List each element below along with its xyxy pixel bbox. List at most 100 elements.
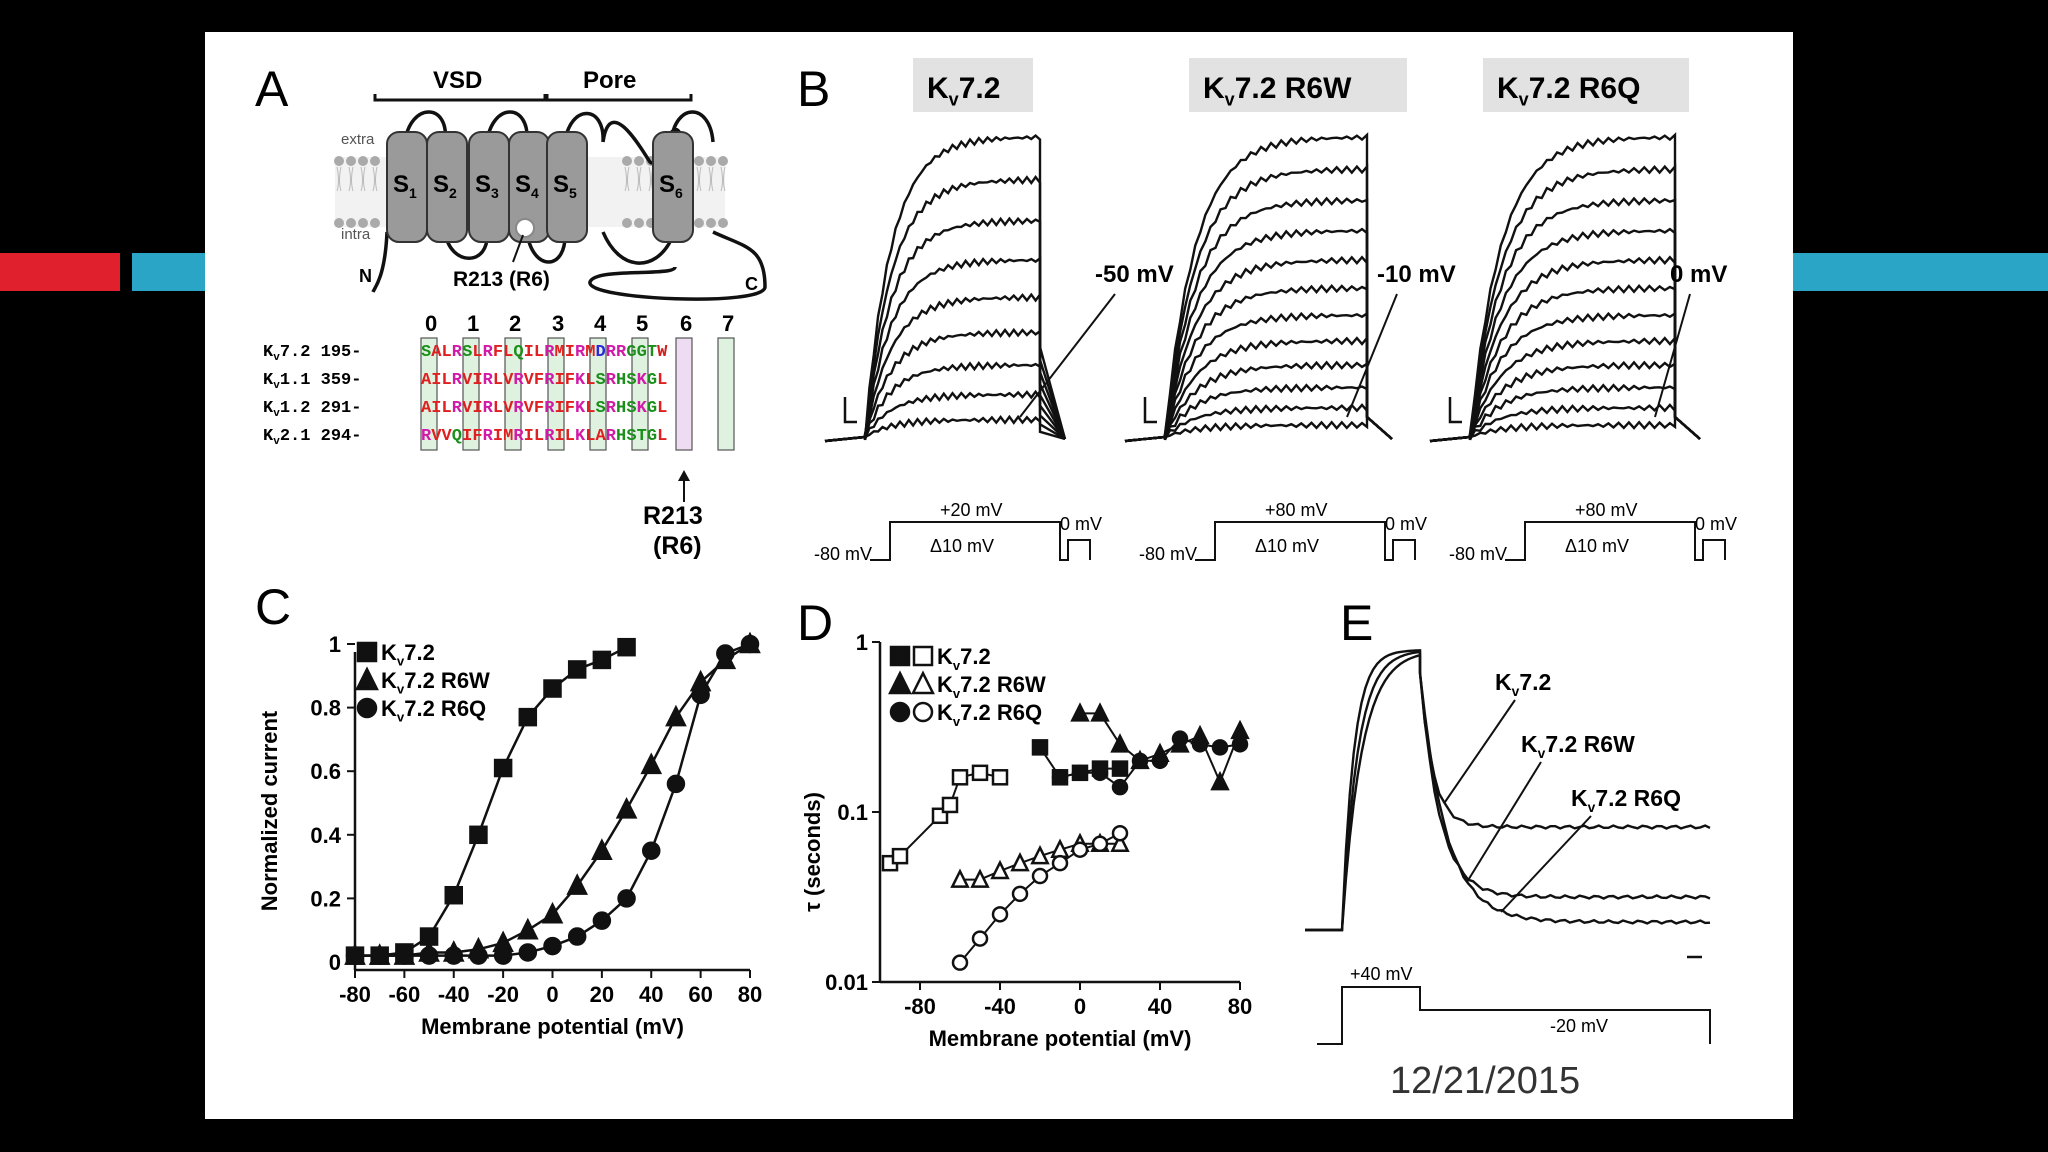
panel-a-letter: A [255,61,289,117]
x-tick-label: 0 [546,982,558,1007]
deactivation-trace [1305,650,1711,932]
scale-bar [1143,397,1157,424]
slide-date: 12/21/2015 [1390,1060,1581,1102]
y-tick-label: 1 [856,630,868,655]
data-point [891,847,909,865]
data-point [543,936,562,956]
trace-pointer [1466,761,1542,883]
current-trace [824,360,1066,443]
current-trace [1429,255,1701,443]
c-term-label: C [745,274,758,294]
data-point [543,679,562,698]
data-point [1031,739,1049,756]
trace-label: Kv7.2 [1495,669,1551,699]
data-point [419,946,439,965]
tail-voltage-label: 0 mV [1670,261,1727,288]
current-trace [824,174,1067,443]
current-trace [824,216,1067,443]
panel-d: D -80 -40 0 40 80 0.01 0.1 1 Membrane potential … [797,595,1252,1051]
panel-b-letter: B [797,61,830,117]
position-number: 0 [425,311,437,336]
data-point [1151,752,1169,770]
protocol-step: +80 mV [1575,500,1638,520]
data-point [395,946,414,965]
current-trace [1429,403,1701,443]
y-tick-label: 0.01 [825,970,868,995]
current-trace [824,255,1067,443]
tail-voltage-label: -10 mV [1377,261,1456,288]
legend-entry: Kv7.2 R6Q [937,700,1042,729]
data-point [971,764,989,782]
data-point [1070,702,1090,722]
x-tick-label: 0 [1074,994,1086,1019]
y-axis-label: Normalized current [257,710,282,911]
x-tick-label: 80 [1228,994,1252,1019]
data-point [1091,835,1109,853]
data-point [1231,736,1249,753]
tail-pointer [1019,293,1116,418]
segment-s5 [546,131,588,243]
legend-entry: Kv7.2 R6Q [381,696,486,725]
current-trace [1124,227,1393,443]
data-point [740,634,760,654]
channel-loops [403,110,715,265]
r213-pointer [512,234,524,263]
current-trace [1124,283,1393,443]
data-point [941,796,959,814]
data-point [1110,832,1130,853]
segment-label-s1: S1 [393,171,417,201]
x-axis-label: Membrane potential (mV) [929,1026,1192,1051]
data-point [950,868,970,888]
data-point [1230,719,1250,740]
protocol-delta: Δ10 mV [1565,536,1629,556]
data-point [518,943,538,962]
data-point [444,885,463,905]
current-traces: Kv7.2 -50 mV -80 mV +20 mV Δ10 mV 0 mV Kv7.2 R… [814,58,1737,564]
data-point [518,707,538,727]
data-point [970,868,990,888]
x-tick-label: 20 [590,982,614,1007]
data-point [1071,841,1089,858]
panel-e-letter: E [1340,595,1373,651]
red-stripe [0,253,120,291]
n-terminus-tail [371,231,389,293]
data-point [591,838,613,860]
x-tick-label: -20 [487,982,519,1007]
extra-label: extra [341,131,375,148]
position-number: 6 [680,311,692,336]
protocol-step: +20 mV [940,500,1003,520]
data-point [370,946,389,965]
current-trace [1429,163,1701,443]
data-point [990,859,1010,880]
position-number: 5 [636,311,648,336]
position-number: 1 [467,311,479,336]
data-point [716,644,735,663]
trace-label: Kv7.2 R6W [1521,731,1635,761]
position-column-box [462,337,480,451]
current-trace [1429,383,1701,443]
data-point [1031,867,1049,885]
data-point [888,670,912,695]
legend-entry: Kv7.2 [937,644,991,673]
voltage-protocol [1317,986,1711,1045]
tail-pointer [1654,293,1691,418]
data-point [1191,736,1209,753]
segment-label-s3: S3 [475,171,499,201]
data-point [1111,760,1129,777]
current-trace [1124,414,1393,443]
panel-e: E Kv7.2 Kv7.2 R6W Kv7.2 R6Q +40 mV -20 mV [1305,595,1711,1045]
legend-entry: Kv7.2 [381,640,435,669]
data-point [566,873,589,895]
slide-figure: A VSD Pore extra intra N C S1 S2 S3 S4 S5 S6 … [205,32,1793,1119]
x-tick-label: -80 [904,994,936,1019]
data-point [951,954,969,971]
time-constant-chart: -80 -40 0 40 80 0.01 0.1 1 Membrane potential (m… [800,630,1252,1051]
data-point [356,697,378,719]
data-point [889,645,911,667]
x-tick-label: 80 [738,982,762,1007]
scale-bar [843,397,857,424]
current-trace [1124,163,1393,443]
data-point [912,645,934,667]
protocol-hold: -80 mV [1449,544,1507,564]
data-point [592,911,612,930]
